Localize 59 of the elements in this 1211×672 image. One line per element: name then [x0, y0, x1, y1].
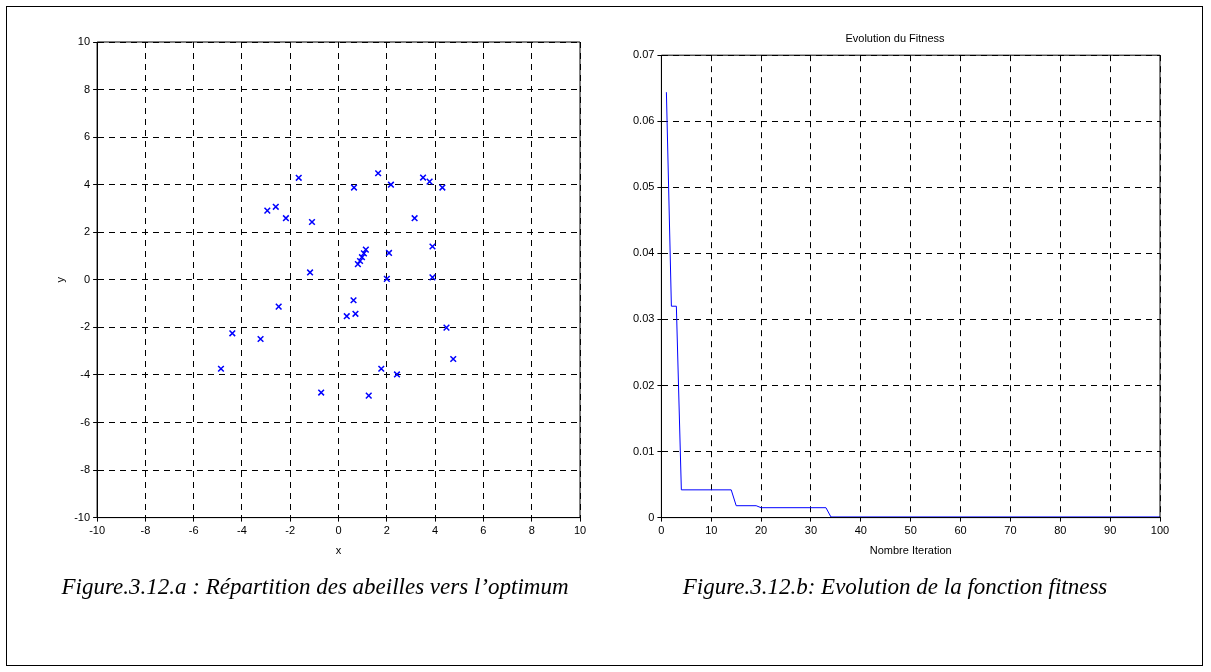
x-tick-label: 2: [383, 524, 390, 537]
y-tick-label: 0.01: [632, 444, 655, 457]
x-tick-label: 20: [755, 524, 768, 537]
x-tick-label: -8: [140, 524, 151, 537]
y-tick-label: -6: [80, 415, 91, 428]
x-tick-label: 50: [904, 524, 917, 537]
x-tick-label: 0: [335, 524, 342, 537]
point: [419, 173, 427, 182]
x-axis-title: Nombre Iteration: [869, 544, 952, 557]
chart-title: Evolution du Fitness: [845, 31, 946, 44]
x-tick-label: 30: [804, 524, 818, 537]
point: [383, 275, 391, 283]
x-tick-label: 60: [954, 524, 967, 537]
y-tick-label: 8: [83, 82, 91, 95]
y-tick-label: -4: [80, 367, 91, 380]
y-tick-label: -2: [80, 320, 91, 333]
x-tick-label: 4: [432, 524, 439, 537]
y-tick-label: 4: [83, 177, 91, 190]
point: [393, 370, 401, 379]
x-tick-label: 100: [1150, 524, 1170, 537]
point: [275, 303, 283, 311]
x-tick-label: 70: [1004, 524, 1017, 537]
y-tick-label: -8: [80, 463, 91, 476]
x-tick-label: 90: [1104, 524, 1117, 537]
x-tick-label: -2: [285, 524, 296, 537]
point: [256, 335, 265, 343]
y-axis-title: y: [53, 276, 66, 283]
y-tick-label: 2: [83, 225, 91, 238]
x-tick-label: 80: [1054, 524, 1067, 537]
text: Figure.3.12.a : Répartition des abeilles vers l’optimum: [60, 573, 570, 601]
point: [228, 329, 236, 337]
point: [428, 242, 437, 251]
x-tick-label: 8: [528, 524, 535, 537]
x-tick-label: 6: [480, 524, 487, 537]
y-tick-label: 0.07: [632, 48, 655, 61]
x-tick-label: 10: [705, 524, 718, 537]
x-tick-label: 0: [658, 524, 665, 537]
y-tick-label: 0: [83, 272, 91, 285]
text: Figure.3.12.b: Evolution de la fonction fitness: [681, 573, 1109, 601]
point: [377, 365, 385, 373]
point: [272, 203, 280, 211]
y-tick-label: 10: [77, 35, 91, 48]
y-tick-label: 0: [648, 510, 655, 523]
point: [426, 178, 434, 186]
y-tick-label: 0.03: [632, 312, 655, 325]
point: [308, 218, 316, 226]
point: [350, 183, 358, 192]
y-tick-label: 0.06: [632, 114, 655, 127]
y-tick-label: -10: [74, 510, 91, 523]
x-axis-title: x: [335, 544, 342, 557]
x-tick-label: -4: [237, 524, 247, 537]
y-tick-label: 0.02: [632, 378, 655, 391]
x-tick-label: -6: [188, 524, 199, 537]
y-tick-label: 0.04: [632, 246, 655, 259]
y-tick-label: 6: [83, 130, 91, 143]
y-tick-label: 0.05: [632, 180, 655, 193]
x-tick-label: 40: [854, 524, 867, 537]
x-tick-label: 10: [573, 524, 587, 537]
point: [306, 268, 314, 277]
